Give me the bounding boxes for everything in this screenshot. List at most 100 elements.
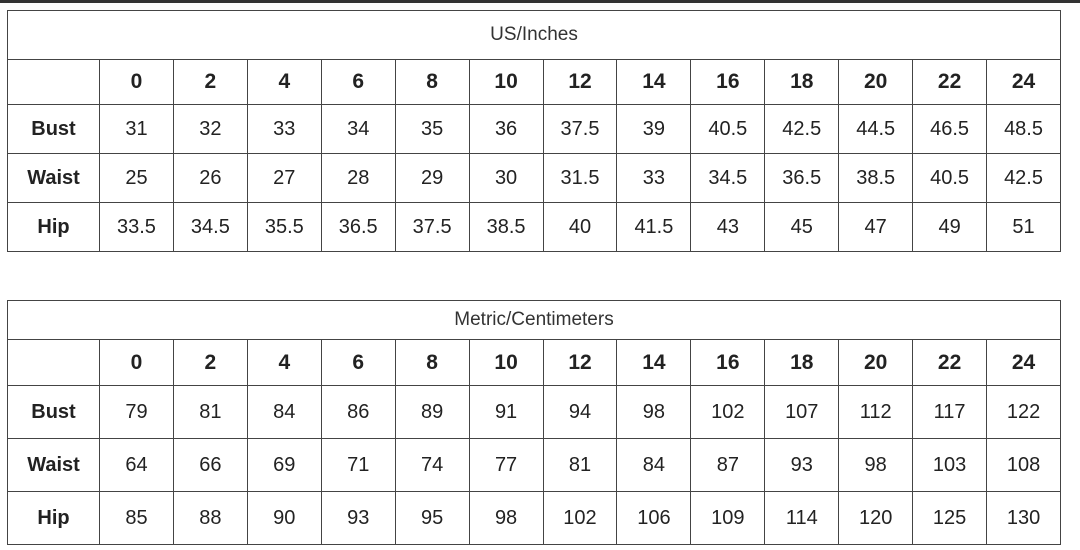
measurement-value: 27 <box>246 153 322 203</box>
measurement-value: 109 <box>690 491 766 545</box>
size-header: 16 <box>690 59 766 105</box>
size-header: 24 <box>986 339 1061 386</box>
measurement-value: 88 <box>172 491 248 545</box>
us-inches-size-table: US/Inches 0 2 4 6 8 10 12 14 16 18 20 22 24 Bust 31 32 33… <box>7 10 1061 252</box>
measurement-value: 45 <box>764 202 840 252</box>
measurement-value: 33 <box>246 104 322 154</box>
measurement-value: 71 <box>320 438 396 492</box>
size-header: 20 <box>838 59 914 105</box>
measurement-value: 48.5 <box>986 104 1061 154</box>
size-header: 4 <box>246 339 322 386</box>
measurement-value: 107 <box>764 385 840 439</box>
measurement-value: 51 <box>986 202 1061 252</box>
measurement-value: 98 <box>468 491 544 545</box>
size-header: 12 <box>542 59 618 105</box>
measurement-value: 47 <box>838 202 914 252</box>
measurement-value: 43 <box>690 202 766 252</box>
size-header: 12 <box>542 339 618 386</box>
measurement-value: 86 <box>320 385 396 439</box>
measurement-value: 38.5 <box>468 202 544 252</box>
measurement-label: Waist <box>7 438 100 492</box>
table-row: Hip 33.5 34.5 35.5 36.5 37.5 38.5 40 41.5 43 45 47 4… <box>7 202 1061 252</box>
measurement-value: 35 <box>394 104 470 154</box>
measurement-value: 69 <box>246 438 322 492</box>
table-row: Bust 79 81 84 86 89 91 94 98 102 107 112 117 122 <box>7 385 1061 439</box>
measurement-value: 33.5 <box>99 202 174 252</box>
measurement-value: 95 <box>394 491 470 545</box>
measurement-value: 122 <box>986 385 1061 439</box>
measurement-value: 79 <box>99 385 174 439</box>
measurement-value: 25 <box>99 153 174 203</box>
measurement-value: 81 <box>172 385 248 439</box>
size-header: 18 <box>764 339 840 386</box>
measurement-value: 33 <box>616 153 692 203</box>
measurement-value: 94 <box>542 385 618 439</box>
size-header: 4 <box>246 59 322 105</box>
measurement-value: 66 <box>172 438 248 492</box>
measurement-value: 34 <box>320 104 396 154</box>
measurement-value: 77 <box>468 438 544 492</box>
measurement-label: Hip <box>7 202 100 252</box>
size-header: 22 <box>912 59 988 105</box>
measurement-value: 44.5 <box>838 104 914 154</box>
measurement-value: 37.5 <box>542 104 618 154</box>
measurement-value: 106 <box>616 491 692 545</box>
measurement-value: 98 <box>616 385 692 439</box>
size-header: 18 <box>764 59 840 105</box>
measurement-value: 102 <box>690 385 766 439</box>
measurement-value: 30 <box>468 153 544 203</box>
table-title: Metric/Centimeters <box>7 300 1061 340</box>
measurement-value: 89 <box>394 385 470 439</box>
measurement-value: 117 <box>912 385 988 439</box>
measurement-value: 125 <box>912 491 988 545</box>
measurement-value: 38.5 <box>838 153 914 203</box>
measurement-value: 81 <box>542 438 618 492</box>
measurement-value: 41.5 <box>616 202 692 252</box>
size-header: 8 <box>394 339 470 386</box>
size-header: 2 <box>172 59 248 105</box>
measurement-value: 37.5 <box>394 202 470 252</box>
table-row: Hip 85 88 90 93 95 98 102 106 109 114 120 125 130 <box>7 491 1061 545</box>
measurement-value: 31.5 <box>542 153 618 203</box>
measurement-value: 31 <box>99 104 174 154</box>
measurement-label: Bust <box>7 385 100 439</box>
measurement-value: 84 <box>246 385 322 439</box>
table-row: Waist 25 26 27 28 29 30 31.5 33 34.5 36.5 38.5 40.5 4… <box>7 153 1061 203</box>
measurement-value: 93 <box>320 491 396 545</box>
measurement-label: Waist <box>7 153 100 203</box>
measurement-value: 85 <box>99 491 174 545</box>
measurement-value: 74 <box>394 438 470 492</box>
measurement-value: 40.5 <box>912 153 988 203</box>
measurement-value: 32 <box>172 104 248 154</box>
size-header: 2 <box>172 339 248 386</box>
measurement-value: 49 <box>912 202 988 252</box>
measurement-value: 36.5 <box>764 153 840 203</box>
size-header: 24 <box>986 59 1061 105</box>
top-divider <box>0 0 1080 3</box>
measurement-value: 36 <box>468 104 544 154</box>
measurement-value: 91 <box>468 385 544 439</box>
size-header: 0 <box>99 59 174 105</box>
measurement-label: Bust <box>7 104 100 154</box>
measurement-value: 87 <box>690 438 766 492</box>
measurement-value: 112 <box>838 385 914 439</box>
measurement-value: 28 <box>320 153 396 203</box>
measurement-value: 36.5 <box>320 202 396 252</box>
measurement-value: 40 <box>542 202 618 252</box>
measurement-value: 34.5 <box>172 202 248 252</box>
measurement-value: 42.5 <box>986 153 1061 203</box>
size-header: 22 <box>912 339 988 386</box>
size-header: 6 <box>320 59 396 105</box>
measurement-value: 84 <box>616 438 692 492</box>
measurement-value: 103 <box>912 438 988 492</box>
measurement-value: 40.5 <box>690 104 766 154</box>
measurement-value: 64 <box>99 438 174 492</box>
table-title: US/Inches <box>7 10 1061 60</box>
measurement-label: Hip <box>7 491 100 545</box>
measurement-value: 35.5 <box>246 202 322 252</box>
measurement-value: 130 <box>986 491 1061 545</box>
size-header: 14 <box>616 59 692 105</box>
measurement-value: 39 <box>616 104 692 154</box>
measurement-value: 102 <box>542 491 618 545</box>
size-header: 10 <box>468 59 544 105</box>
